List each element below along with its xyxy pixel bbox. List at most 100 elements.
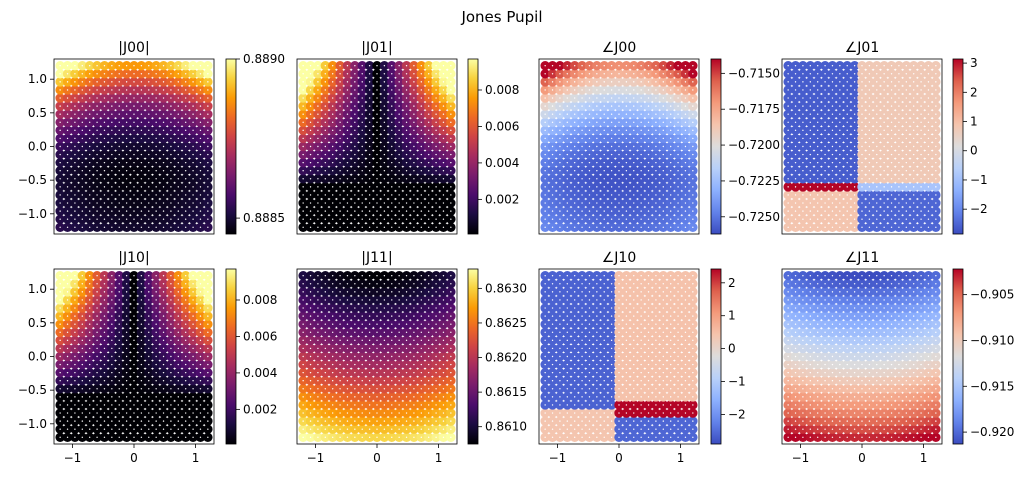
vector-marker xyxy=(96,396,98,398)
vector-marker xyxy=(66,81,69,83)
vector-marker xyxy=(890,153,893,156)
vector-marker xyxy=(111,178,113,180)
vector-marker xyxy=(427,121,430,123)
vector-marker xyxy=(361,186,363,188)
vector-marker xyxy=(354,202,356,204)
vector-marker xyxy=(581,65,583,67)
vector-marker xyxy=(317,436,319,438)
vector-marker xyxy=(383,210,386,212)
vector-marker xyxy=(684,161,687,164)
vector-marker xyxy=(66,396,69,398)
vector-marker xyxy=(669,113,672,115)
vector-marker xyxy=(883,194,885,196)
vector-marker xyxy=(103,194,106,196)
vector-marker xyxy=(905,121,908,123)
vector-marker xyxy=(125,153,128,156)
vector-marker xyxy=(118,291,120,293)
vector-marker xyxy=(317,129,319,132)
vector-marker xyxy=(88,388,91,390)
vector-marker xyxy=(207,226,209,228)
vector-marker xyxy=(74,275,76,277)
vector-marker xyxy=(868,73,871,75)
vector-marker xyxy=(133,347,135,350)
vector-marker xyxy=(192,178,194,180)
vector-marker xyxy=(846,210,848,212)
vector-marker xyxy=(66,226,69,228)
vector-marker xyxy=(192,363,194,366)
vector-marker xyxy=(662,153,665,156)
vector-marker xyxy=(677,218,679,220)
vector-marker xyxy=(544,113,546,115)
vector-marker xyxy=(935,202,937,204)
vector-marker xyxy=(935,73,937,75)
vector-marker xyxy=(133,371,135,374)
vector-marker xyxy=(324,73,327,75)
vector-marker xyxy=(309,275,312,277)
vector-marker xyxy=(566,97,569,99)
vector-marker xyxy=(839,73,841,75)
vector-marker xyxy=(368,202,371,204)
vector-marker xyxy=(184,420,187,422)
vector-marker xyxy=(802,170,804,172)
vector-marker xyxy=(324,113,327,115)
vector-marker xyxy=(324,153,327,156)
vector-marker xyxy=(544,210,546,212)
vector-marker xyxy=(787,210,789,212)
vector-marker xyxy=(199,129,202,132)
vector-marker xyxy=(927,194,930,196)
vector-marker xyxy=(405,97,408,99)
vector-marker xyxy=(199,420,202,422)
vector-marker xyxy=(383,89,386,91)
vector-marker xyxy=(302,339,304,342)
vector-marker xyxy=(162,307,165,309)
vector-marker xyxy=(633,226,635,228)
scatter-points xyxy=(55,61,213,232)
vector-marker xyxy=(317,412,319,414)
vector-marker xyxy=(794,73,797,75)
vector-marker xyxy=(559,145,561,148)
vector-marker xyxy=(192,113,194,115)
vector-marker xyxy=(618,89,620,91)
vector-marker xyxy=(331,178,334,180)
vector-marker xyxy=(133,129,135,132)
vector-marker xyxy=(898,97,900,99)
vector-marker xyxy=(324,89,327,91)
vector-marker xyxy=(66,380,69,382)
vector-marker xyxy=(192,331,194,333)
vector-marker xyxy=(876,113,878,115)
vector-marker xyxy=(905,145,908,148)
vector-marker xyxy=(103,371,106,374)
vector-marker xyxy=(581,145,583,148)
vector-marker xyxy=(566,226,569,228)
vector-marker xyxy=(177,283,180,285)
vector-marker xyxy=(331,186,334,188)
vector-marker xyxy=(81,81,84,83)
vector-marker xyxy=(398,194,400,196)
vector-marker xyxy=(861,186,863,188)
vector-marker xyxy=(118,323,120,325)
vector-marker xyxy=(103,105,106,107)
vector-marker xyxy=(207,210,209,212)
vector-marker xyxy=(633,178,635,180)
vector-marker xyxy=(853,73,856,75)
vector-marker xyxy=(383,65,386,67)
vector-marker xyxy=(184,202,187,204)
vector-marker xyxy=(573,210,576,212)
vector-marker xyxy=(140,347,143,350)
vector-marker xyxy=(199,178,202,180)
vector-marker xyxy=(633,65,635,67)
vector-marker xyxy=(207,105,209,107)
vector-marker xyxy=(155,291,157,293)
vector-marker xyxy=(361,73,363,75)
vector-marker xyxy=(588,226,591,228)
vector-marker xyxy=(140,129,143,132)
vector-marker xyxy=(603,226,605,228)
vector-marker xyxy=(868,65,871,67)
vector-marker xyxy=(581,178,583,180)
vector-marker xyxy=(544,186,546,188)
vector-marker xyxy=(376,121,378,123)
vector-marker xyxy=(118,380,120,382)
vector-marker xyxy=(655,218,657,220)
vector-marker xyxy=(839,186,841,188)
vector-marker xyxy=(684,65,687,67)
